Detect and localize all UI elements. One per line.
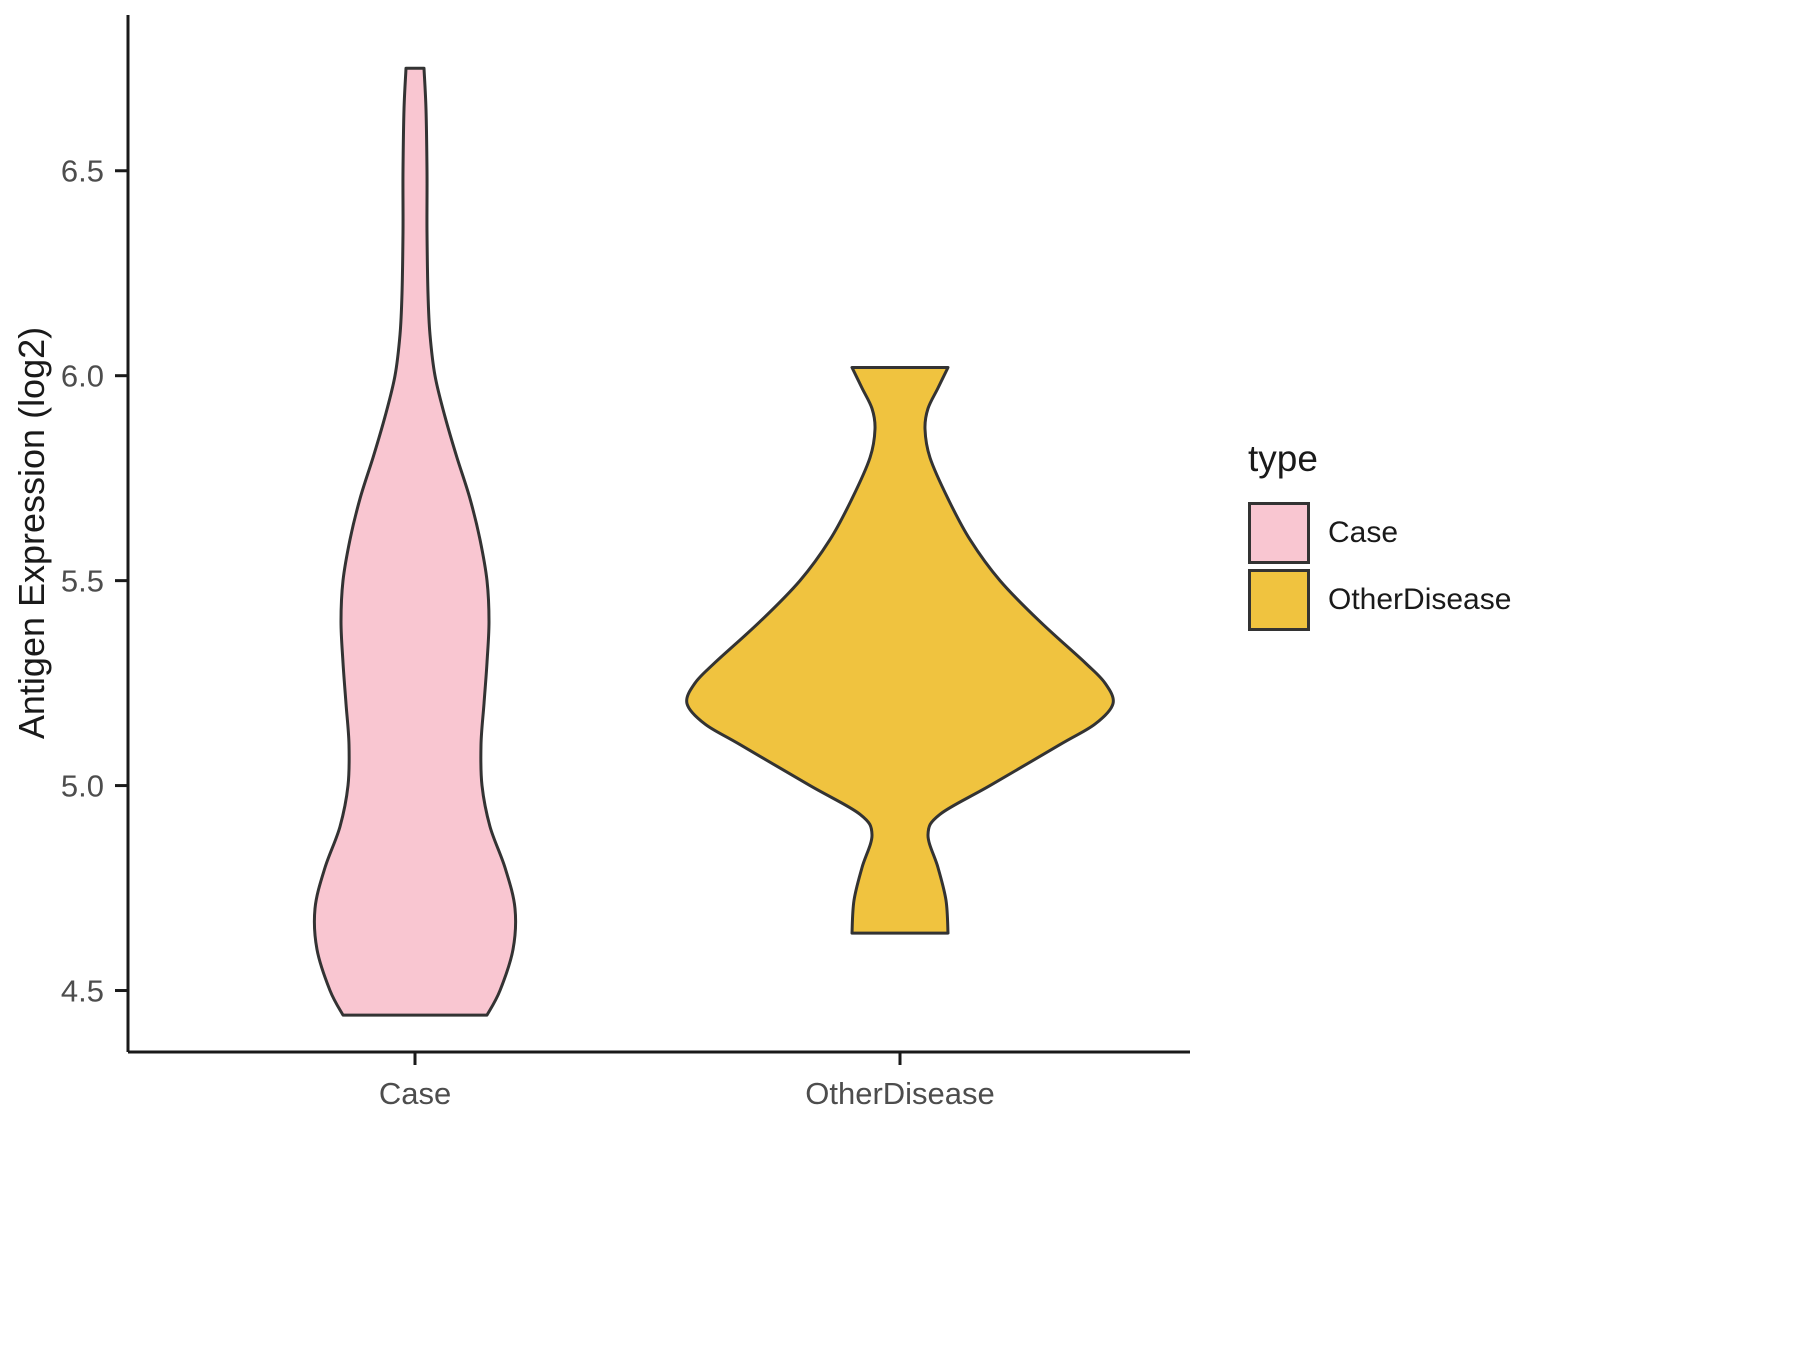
y-tick-label: 4.5 [61, 973, 104, 1008]
legend-label: Case [1328, 516, 1399, 549]
legend-entry-otherdisease: OtherDisease [1248, 569, 1511, 631]
legend-title: type [1248, 438, 1318, 479]
y-tick-label: 6.0 [61, 359, 104, 394]
y-axis-title: Antigen Expression (log2) [11, 327, 52, 739]
violins-layer [312, 66, 1115, 1017]
legend-label: OtherDisease [1328, 583, 1512, 616]
legend-entries: Case OtherDisease [1248, 502, 1511, 631]
violin-case [312, 66, 518, 1017]
legend: type Case OtherDisease [1248, 438, 1511, 636]
legend-entry-case: Case [1248, 502, 1511, 564]
x-tick-label: Case [379, 1076, 451, 1111]
y-tick-label: 6.5 [61, 154, 104, 189]
axes-layer: 4.5 5.0 5.5 6.0 6.5 Case OtherDisease [61, 15, 1190, 1111]
legend-key-otherdisease [1248, 569, 1310, 631]
violin-otherdisease [685, 366, 1115, 935]
y-tick-label: 5.5 [61, 563, 104, 598]
x-tick-label: OtherDisease [805, 1076, 995, 1111]
y-tick-label: 5.0 [61, 768, 104, 803]
legend-key-case [1248, 502, 1310, 564]
